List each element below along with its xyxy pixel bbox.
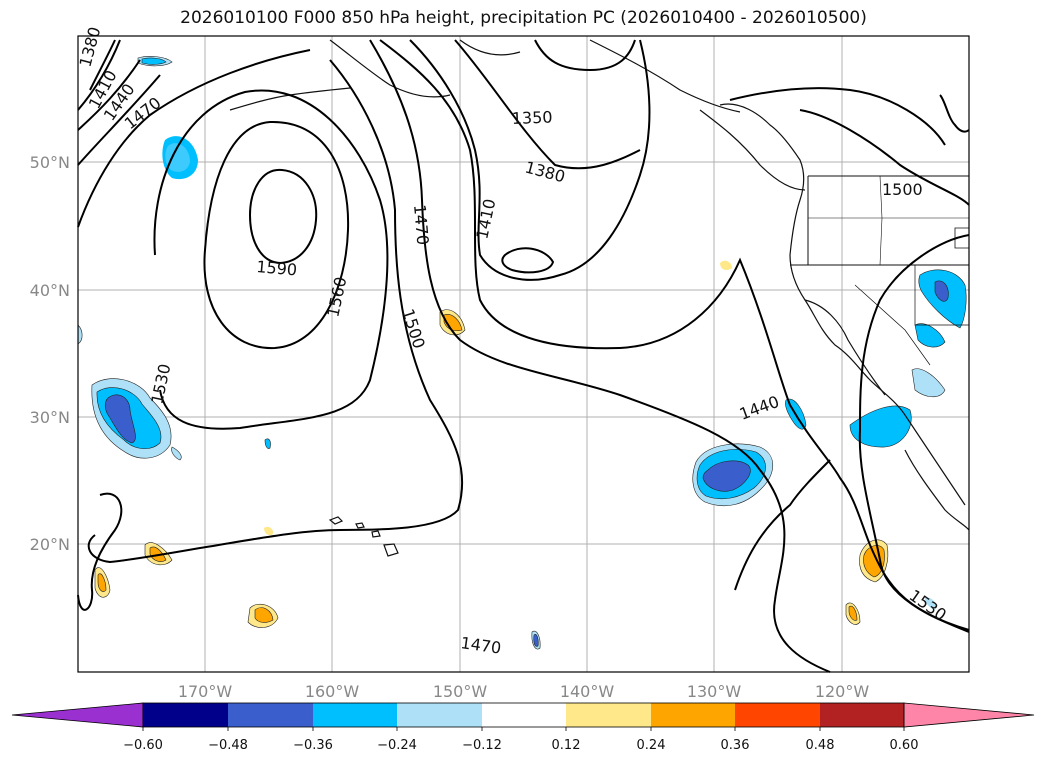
lat-tick-label: 40°N — [30, 281, 70, 300]
lon-tick-label: 140°W — [560, 682, 615, 701]
contour-label: 1470 — [410, 204, 432, 246]
colorbar-tick-label: 0.24 — [637, 738, 666, 753]
map-frame — [77, 35, 970, 673]
lon-tick-label: 130°W — [687, 682, 742, 701]
lat-tick-label: 50°N — [30, 153, 70, 172]
political-borders — [790, 175, 970, 366]
map-title: 2026010100 F000 850 hPa height, precipit… — [180, 8, 867, 28]
colorbar-tick-label: 0.48 — [806, 738, 835, 753]
contour-label: 1590 — [256, 257, 298, 279]
contour-label: 1350 — [511, 108, 552, 128]
coastlines — [229, 39, 970, 557]
colorbar-segment — [143, 703, 228, 727]
colorbar-segment — [820, 703, 904, 727]
colorbar-segment — [566, 703, 651, 727]
height-contours — [77, 39, 970, 673]
colorbar-extend-high — [903, 702, 1035, 728]
lat-tick-label: 30°N — [30, 408, 70, 427]
colorbar-segment — [735, 703, 820, 727]
colorbar-tick-label: −0.36 — [293, 738, 333, 753]
colorbar-tick-label: −0.12 — [462, 738, 502, 753]
map-background — [78, 36, 969, 672]
colorbar-segment — [651, 703, 735, 727]
lon-tick-label: 150°W — [433, 682, 488, 701]
precip-shading — [77, 56, 967, 650]
lat-axis: 50°N 40°N 30°N 20°N — [30, 153, 70, 554]
colorbar-tick-label: 0.60 — [890, 738, 919, 753]
lon-tick-label: 120°W — [815, 682, 870, 701]
colorbar-tick-label: 0.12 — [552, 738, 581, 753]
colorbar-extend-low — [11, 702, 144, 728]
contour-label: 1500 — [882, 180, 923, 199]
colorbar-tick-label: −0.48 — [208, 738, 248, 753]
lon-tick-label: 170°W — [178, 682, 233, 701]
colorbar-segment — [397, 703, 482, 727]
colorbar-tick-label: 0.36 — [721, 738, 750, 753]
lon-axis: 170°W 160°W 150°W 140°W 130°W 120°W — [178, 682, 870, 701]
graticule — [78, 36, 969, 672]
colorbar-tick-label: −0.24 — [377, 738, 417, 753]
colorbar: −0.60 −0.48 −0.36 −0.24 −0.12 0.12 0.24 … — [11, 702, 1035, 753]
colorbar-segment — [482, 703, 566, 727]
colorbar-segment — [228, 703, 313, 727]
colorbar-segment — [313, 703, 397, 727]
colorbar-tick-label: −0.60 — [123, 738, 163, 753]
lat-tick-label: 20°N — [30, 535, 70, 554]
lon-tick-label: 160°W — [305, 682, 360, 701]
